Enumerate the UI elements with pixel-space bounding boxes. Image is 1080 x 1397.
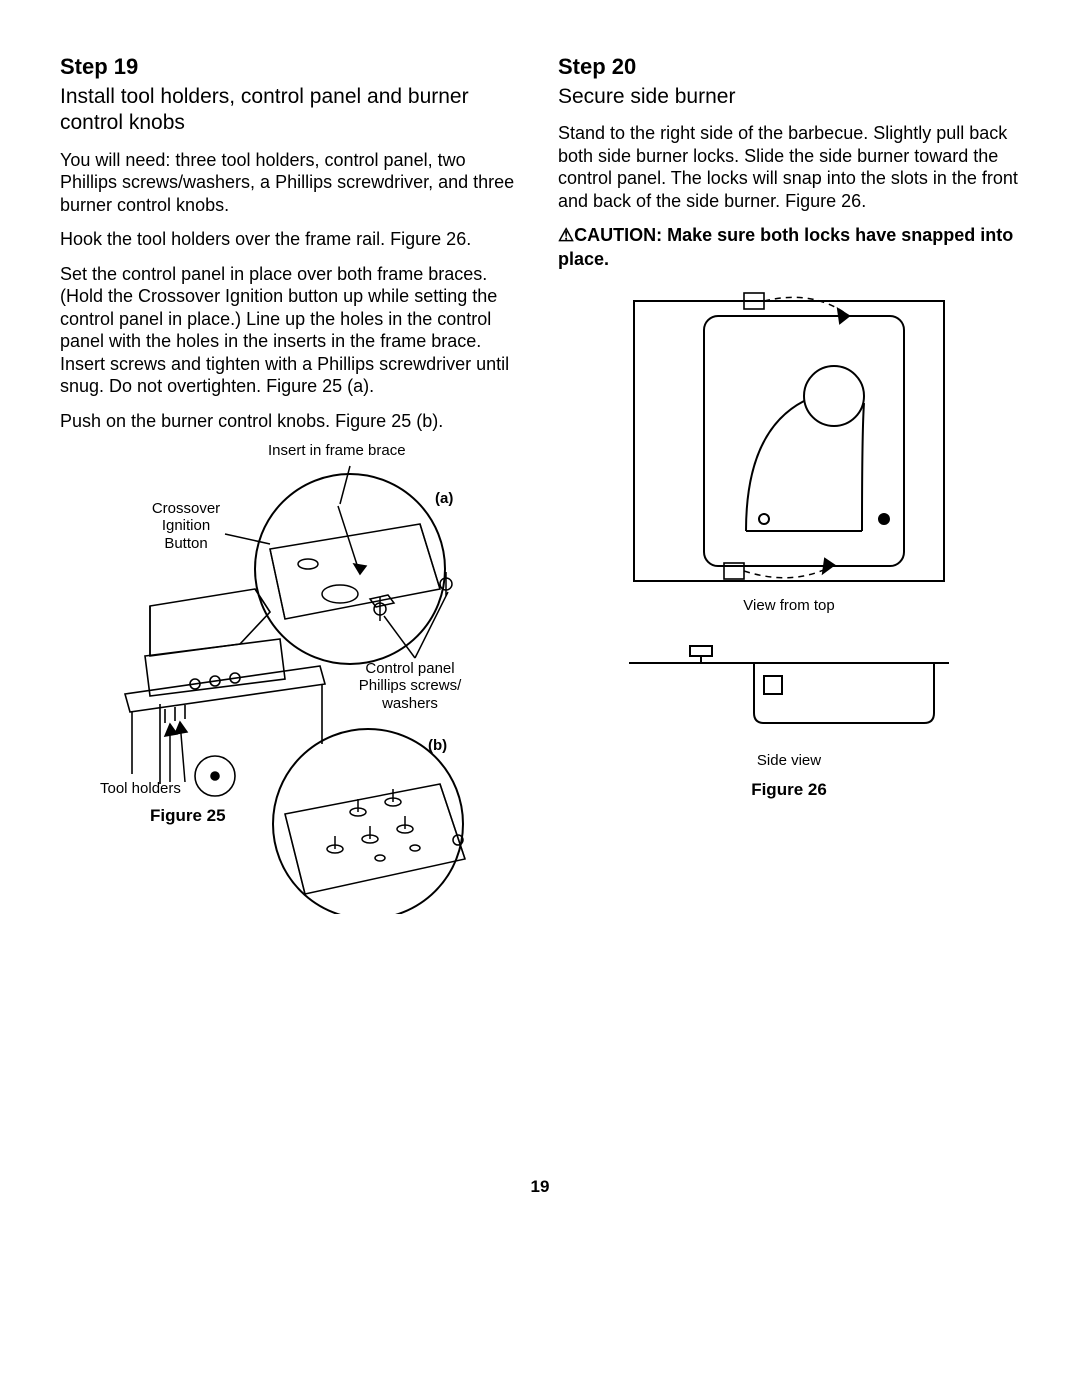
step-subtitle: Install tool holders, control panel and … bbox=[60, 84, 522, 137]
figure-25: Insert in frame brace Crossover Ignition… bbox=[60, 444, 522, 924]
paragraph: Hook the tool holders over the frame rai… bbox=[60, 228, 522, 251]
page-number: 19 bbox=[0, 1177, 1080, 1197]
paragraph: Stand to the right side of the barbecue.… bbox=[558, 122, 1020, 212]
figure-26: View from top Side view Figure 26 bbox=[558, 281, 1020, 800]
figure-26-caption: Figure 26 bbox=[558, 780, 1020, 800]
right-column: Step 20 Secure side burner Stand to the … bbox=[558, 54, 1020, 924]
step-subtitle: Secure side burner bbox=[558, 84, 1020, 110]
top-view-label: View from top bbox=[558, 597, 1020, 614]
step-heading: Step 19 bbox=[60, 54, 522, 80]
left-column: Step 19 Install tool holders, control pa… bbox=[60, 54, 522, 924]
paragraph: Push on the burner control knobs. Figure… bbox=[60, 410, 522, 433]
step-heading: Step 20 bbox=[558, 54, 1020, 80]
figure-26-top-view bbox=[624, 281, 954, 591]
paragraph: Set the control panel in place over both… bbox=[60, 263, 522, 398]
side-view-label: Side view bbox=[558, 752, 1020, 769]
caution-text: ⚠CAUTION: Make sure both locks have snap… bbox=[558, 224, 1020, 271]
figure-26-side-view bbox=[624, 628, 954, 748]
paragraph: You will need: three tool holders, contr… bbox=[60, 149, 522, 217]
figure-25-illustration bbox=[70, 444, 490, 914]
